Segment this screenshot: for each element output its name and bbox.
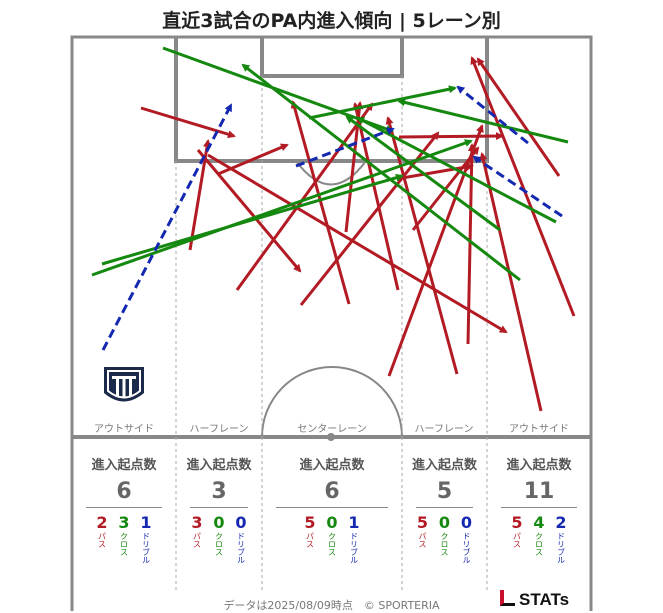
lane-stat-header: 進入起点数	[186, 458, 252, 473]
dribble-arrow	[101, 103, 233, 351]
lane-label: アウトサイド	[509, 423, 569, 435]
lane-stat-total: 11	[523, 479, 555, 504]
footer-credit: データは2025/08/09時点 © SPORTERIA	[223, 599, 440, 612]
center-spot	[327, 433, 335, 441]
team-crest-icon	[104, 367, 144, 402]
pass-arrow	[470, 56, 576, 317]
cross-arrow	[397, 98, 569, 144]
lane-stat-center: 進入起点数 6 5 パス 0 クロス 1 ドリブル	[262, 440, 402, 590]
cross-arrow	[162, 46, 394, 133]
pass-count: 3 パス	[191, 513, 203, 549]
brand-logo: STATs	[500, 590, 569, 610]
dribble-count: 0 ドリブル	[460, 513, 473, 565]
lane-stat-outside-right: 進入起点数 11 5 パス 4 クロス 2 ドリブル	[487, 440, 591, 590]
lane-stat-total: 5	[436, 479, 453, 504]
cross-count: 0 クロス	[213, 513, 225, 557]
pass-arrow	[290, 100, 351, 305]
pass-arrow	[476, 57, 561, 177]
lane-stat-header: 進入起点数	[299, 458, 365, 473]
pass-count: 2 パス	[96, 513, 108, 549]
lane-stat-halfspace-right: 進入起点数 5 5 パス 0 クロス 0 ドリブル	[402, 440, 487, 590]
lane-stat-total: 6	[116, 479, 132, 504]
pass-arrow	[398, 132, 504, 141]
page-title: 直近3試合のPA内進入傾向 | 5レーン別	[162, 10, 501, 32]
lane-stat-total: 6	[324, 479, 340, 504]
cross-arrows	[91, 46, 569, 282]
pass-arrow	[207, 153, 508, 334]
cross-arrow	[101, 173, 404, 266]
pass-arrow	[196, 149, 302, 273]
pass-arrow	[235, 102, 374, 291]
pass-arrow	[401, 163, 474, 180]
penalty-area	[174, 37, 489, 163]
pass-count: 5 パス	[304, 513, 316, 549]
lane-stat-halfspace-left: 進入起点数 3 3 パス 0 クロス 0 ドリブル	[176, 440, 262, 590]
cross-count: 4 クロス	[533, 513, 545, 557]
dribble-count: 1 ドリブル	[348, 513, 360, 565]
pass-arrow	[479, 152, 543, 412]
lane-label: アウトサイド	[94, 423, 154, 435]
lane-stat-outside-left: 進入起点数 6 2 パス 3 クロス 1 ドリブル	[72, 440, 176, 590]
lane-label: センターレーン	[297, 423, 367, 435]
lane-label: ハーフレーン	[415, 424, 474, 435]
cross-arrow	[356, 116, 557, 224]
lane-stat-header: 進入起点数	[506, 458, 572, 473]
cross-arrow	[308, 85, 457, 120]
pass-arrow	[140, 106, 236, 139]
lane-stat-total: 3	[211, 479, 227, 504]
cross-arrow	[241, 63, 521, 282]
dribble-arrow	[456, 85, 529, 145]
lane-label: ハーフレーン	[190, 424, 249, 435]
pass-arrow	[352, 102, 400, 291]
cross-count: 3 クロス	[118, 513, 130, 557]
cross-arrow	[345, 115, 501, 232]
dribble-arrow	[472, 155, 563, 218]
dribble-count: 0 ドリブル	[235, 513, 247, 565]
pass-count: 5 パス	[416, 513, 429, 549]
dribble-arrows	[101, 85, 563, 351]
stats-logo-icon	[500, 590, 515, 606]
cross-count: 0 クロス	[438, 513, 451, 557]
dribble-arrow	[295, 127, 395, 168]
center-circle	[261, 366, 403, 438]
dribble-count: 2 ドリブル	[555, 513, 567, 565]
cross-count: 0 クロス	[326, 513, 338, 557]
goal-area	[260, 37, 404, 78]
dribble-count: 1 ドリブル	[140, 513, 152, 565]
lane-stats: 進入起点数 6 2 パス 3 クロス 1 ドリブル 進入起点数 3 3 パス 0 クロス …	[72, 440, 591, 590]
penalty-arc	[295, 160, 367, 186]
lane-stat-header: 進入起点数	[411, 458, 477, 473]
lane-stat-header: 進入起点数	[91, 458, 157, 473]
pass-count: 5 パス	[511, 513, 523, 549]
pass-arrow	[385, 116, 459, 375]
